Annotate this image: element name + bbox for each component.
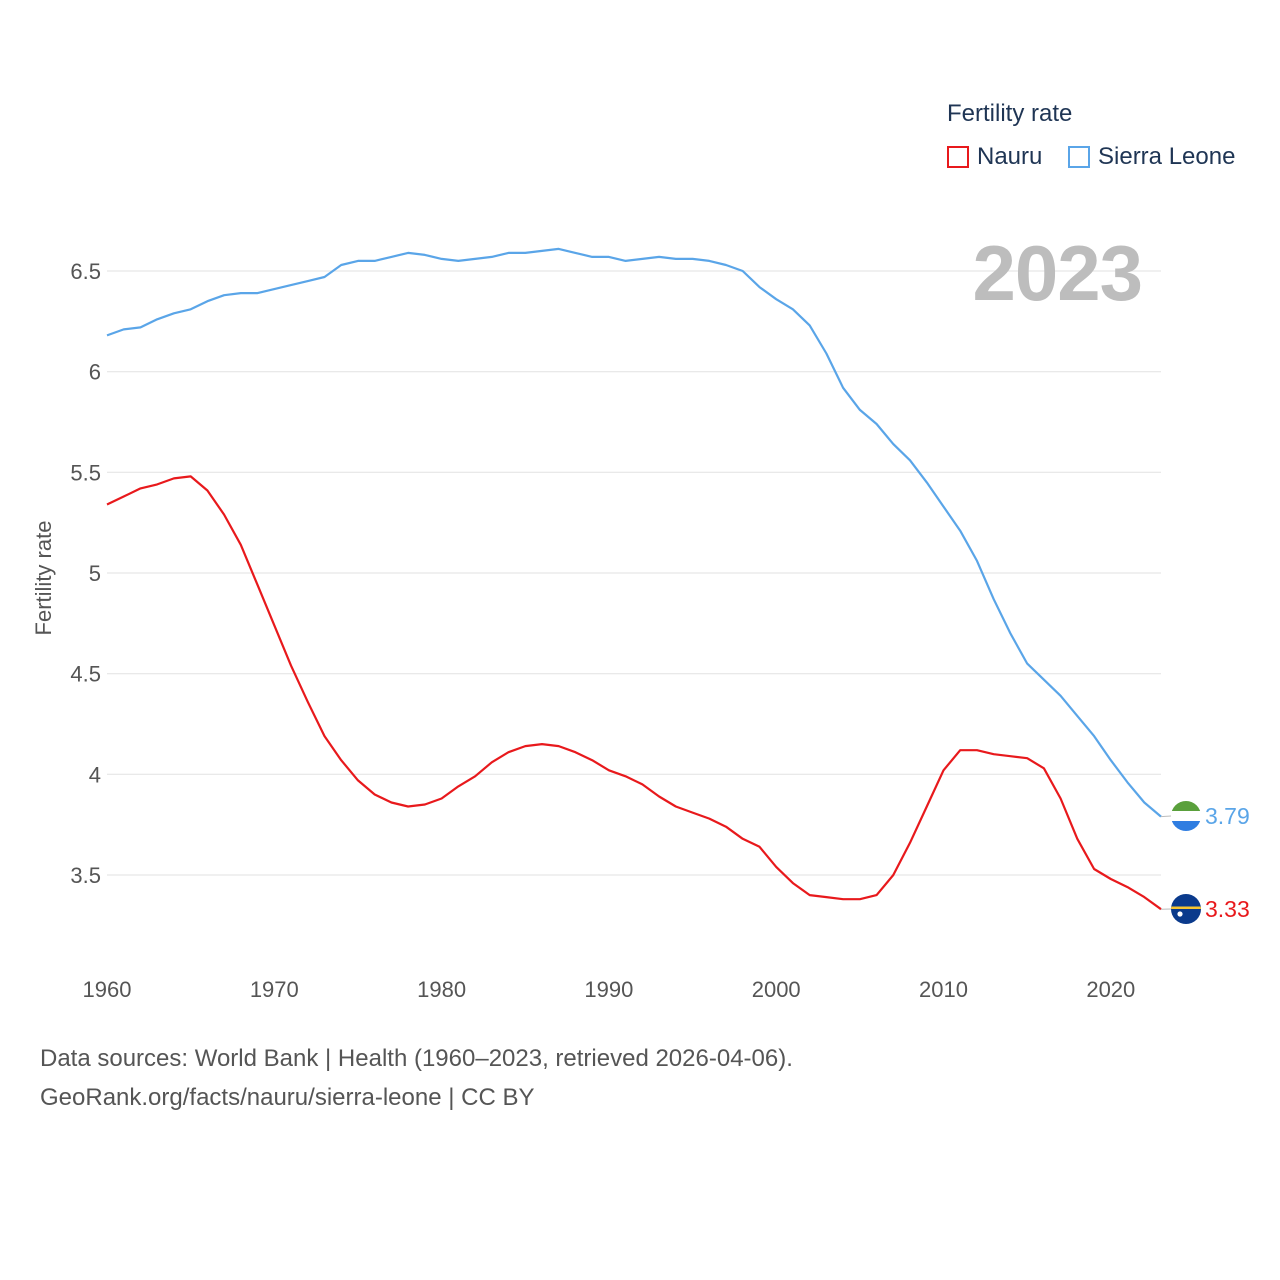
x-tick-label: 1970 — [250, 977, 299, 1002]
y-tick-label: 4.5 — [70, 662, 101, 687]
y-tick-label: 4 — [89, 762, 101, 787]
y-tick-label: 5.5 — [70, 460, 101, 485]
legend-item-nauru[interactable]: Nauru — [947, 142, 1042, 172]
series-line-sierra-leone — [106, 247, 1162, 818]
legend-label-nauru: Nauru — [977, 143, 1043, 170]
x-tick-label: 1980 — [417, 977, 466, 1002]
x-tick-label: 1960 — [83, 977, 132, 1002]
data-sources-text: Data sources: World Bank | Health (1960–… — [40, 1045, 793, 1072]
legend-label-sierra-leone: Sierra Leone — [1098, 143, 1236, 170]
y-tick-label: 6.5 — [70, 259, 101, 284]
series-line-nauru — [106, 475, 1162, 911]
legend-swatch-nauru — [947, 146, 969, 168]
legend-item-sierra-leone[interactable]: Sierra Leone — [1068, 142, 1235, 172]
legend-swatch-sierra-leone — [1068, 146, 1090, 168]
x-tick-label: 2010 — [919, 977, 968, 1002]
x-tick-label: 2020 — [1086, 977, 1135, 1002]
sierra-leone-flag-icon — [1171, 801, 1201, 831]
end-value-label-nauru: 3.33 — [1205, 896, 1250, 922]
attribution-text: GeoRank.org/facts/nauru/sierra-leone | C… — [40, 1084, 535, 1111]
x-tick-label: 2000 — [752, 977, 801, 1002]
y-tick-label: 5 — [89, 561, 101, 586]
nauru-flag-icon — [1171, 894, 1201, 924]
y-axis-title: Fertility rate — [31, 520, 56, 636]
y-tick-label: 3.5 — [70, 863, 101, 888]
end-value-label-sierra-leone: 3.79 — [1205, 803, 1250, 829]
x-tick-label: 1990 — [584, 977, 633, 1002]
legend-title: Fertility rate — [947, 100, 1073, 127]
y-tick-label: 6 — [89, 360, 101, 385]
end-connector-sierra-leone — [1160, 815, 1172, 818]
year-label: 2023 — [972, 229, 1143, 317]
